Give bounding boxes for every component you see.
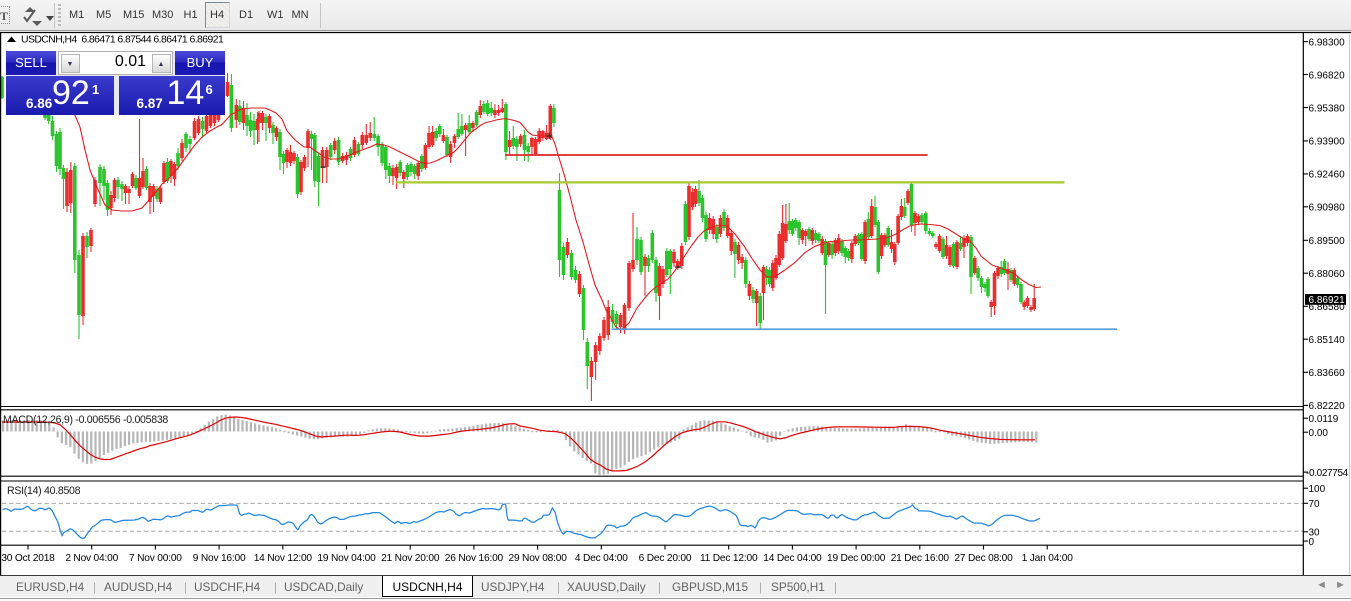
svg-text:6.88060: 6.88060	[1309, 269, 1346, 280]
svg-text:MACD(12,26,9) -0.006556 -0.005: MACD(12,26,9) -0.006556 -0.005838	[3, 414, 168, 426]
svg-text:6 Dec 20:00: 6 Dec 20:00	[639, 553, 692, 564]
svg-text:6.98300: 6.98300	[1309, 37, 1346, 48]
svg-text:6.82220: 6.82220	[1309, 401, 1346, 412]
svg-text:29 Nov 08:00: 29 Nov 08:00	[508, 553, 567, 564]
svg-text:19 Dec 00:00: 19 Dec 00:00	[827, 553, 886, 564]
svg-text:6.89500: 6.89500	[1309, 236, 1346, 247]
svg-text:-0.027754: -0.027754	[1306, 468, 1349, 479]
svg-text:6.86580: 6.86580	[1309, 302, 1346, 313]
svg-text:4 Dec 04:00: 4 Dec 04:00	[575, 553, 628, 564]
svg-text:19 Nov 04:00: 19 Nov 04:00	[317, 553, 376, 564]
svg-text:6.95380: 6.95380	[1309, 103, 1346, 114]
svg-text:6.92460: 6.92460	[1309, 170, 1346, 181]
svg-text:14 Dec 04:00: 14 Dec 04:00	[763, 553, 822, 564]
svg-text:0: 0	[1309, 537, 1315, 548]
svg-text:6.96820: 6.96820	[1309, 70, 1346, 81]
svg-text:2 Nov 04:00: 2 Nov 04:00	[65, 553, 118, 564]
svg-text:100: 100	[1309, 484, 1326, 495]
svg-text:6.86921: 6.86921	[1309, 295, 1346, 306]
svg-text:0.00: 0.00	[1309, 428, 1329, 439]
svg-text:6.93900: 6.93900	[1309, 137, 1346, 148]
svg-text:USDCNH,H4 6.86471 6.87544 6.8: USDCNH,H4 6.86471 6.87544 6.86471 6.8692…	[21, 35, 224, 46]
svg-text:11 Dec 12:00: 11 Dec 12:00	[700, 553, 758, 564]
svg-text:1 Jan 04:00: 1 Jan 04:00	[1022, 553, 1074, 564]
svg-text:RSI(14) 40.8508: RSI(14) 40.8508	[7, 485, 81, 497]
svg-text:26 Nov 16:00: 26 Nov 16:00	[445, 553, 504, 564]
svg-text:6.90980: 6.90980	[1309, 203, 1346, 214]
svg-text:7 Nov 00:00: 7 Nov 00:00	[129, 553, 182, 564]
svg-text:21 Nov 20:00: 21 Nov 20:00	[381, 553, 440, 564]
svg-text:6.83660: 6.83660	[1309, 368, 1346, 379]
svg-text:30: 30	[1309, 528, 1321, 539]
svg-text:6.85140: 6.85140	[1309, 335, 1346, 346]
svg-text:21 Dec 16:00: 21 Dec 16:00	[891, 553, 950, 564]
svg-text:14 Nov 12:00: 14 Nov 12:00	[254, 553, 313, 564]
svg-text:0.0119: 0.0119	[1309, 414, 1339, 425]
svg-text:27 Dec 08:00: 27 Dec 08:00	[954, 553, 1013, 564]
svg-text:9 Nov 16:00: 9 Nov 16:00	[193, 553, 246, 564]
svg-text:30 Oct 2018: 30 Oct 2018	[1, 553, 55, 564]
svg-text:70: 70	[1309, 499, 1321, 510]
